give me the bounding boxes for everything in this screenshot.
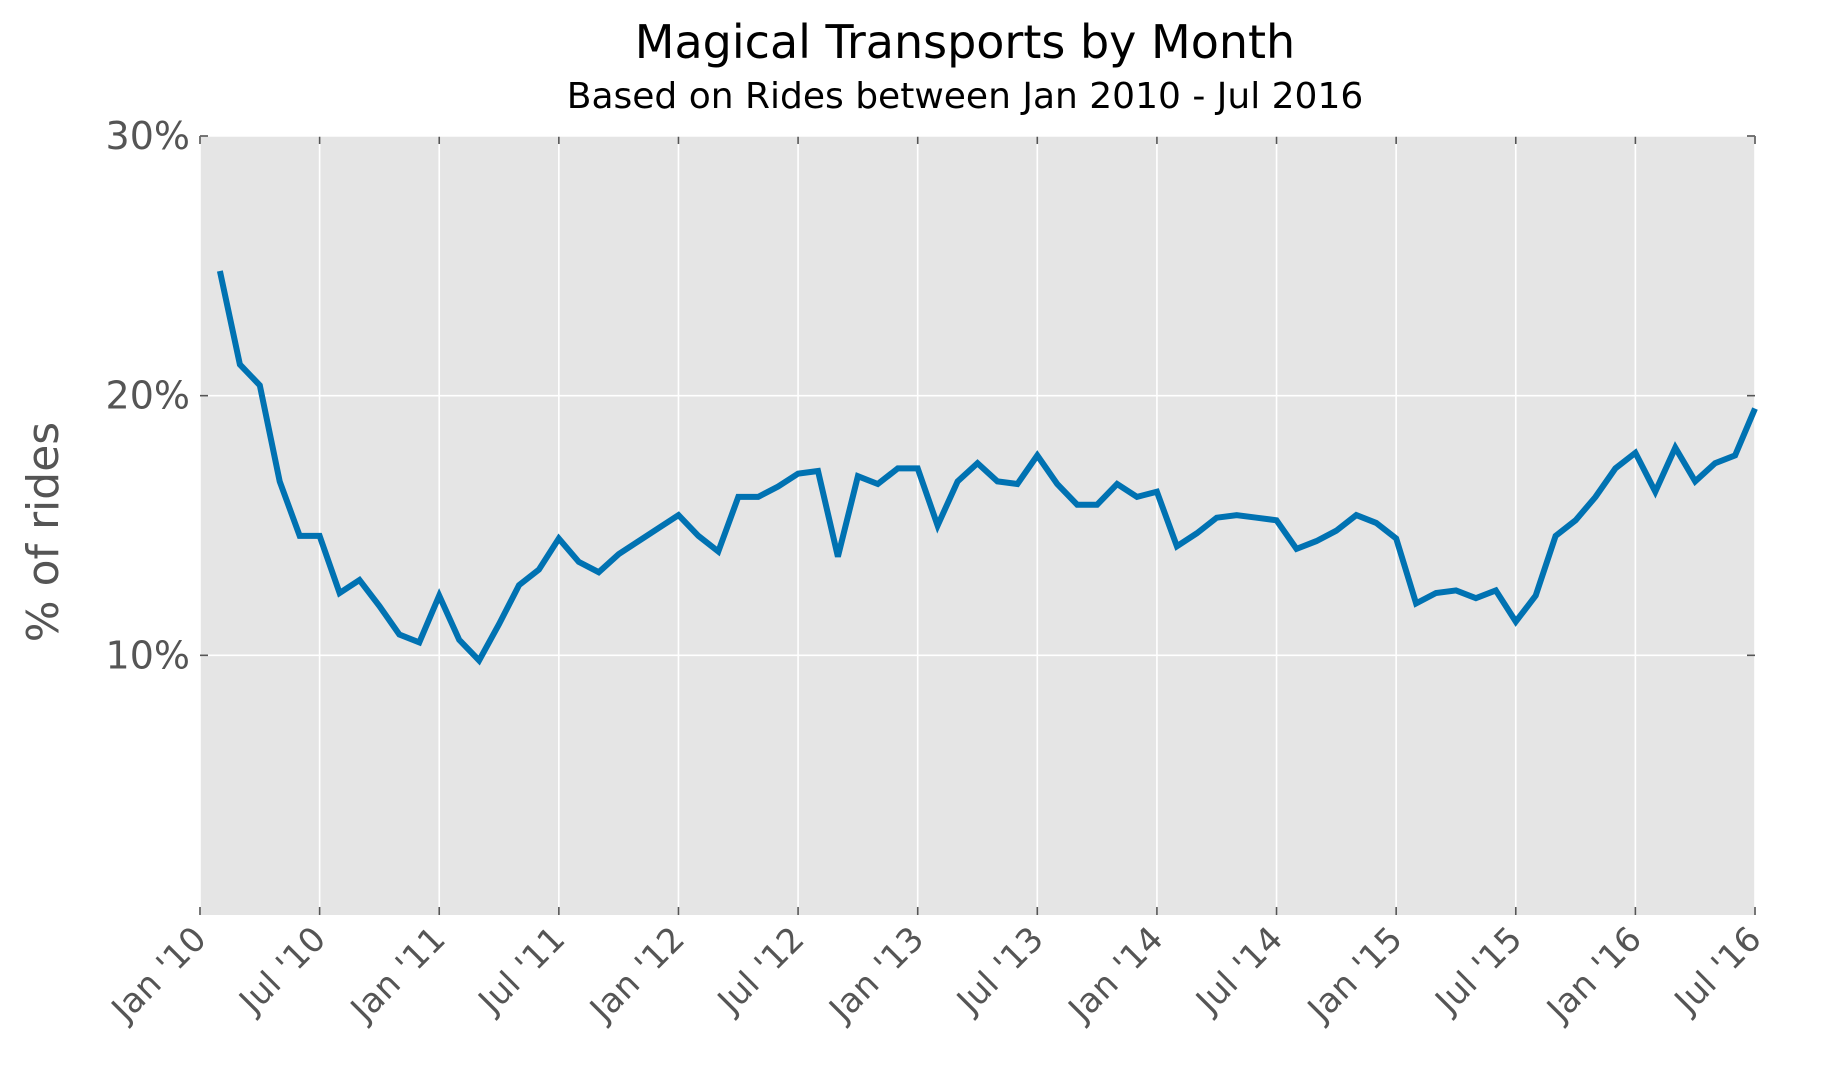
x-tick-label: Jul '11 (470, 919, 574, 1023)
plot-area: Jan '10 Jul '10 Jan '11 Jul '11 Jan '12 Jul '… (103, 114, 1770, 1031)
chart-subtitle: Based on Rides between Jan 2010 - Jul 20… (567, 76, 1364, 117)
x-tick-label: Jul '12 (709, 919, 813, 1023)
series-line (216, 270, 1758, 666)
x-tick-label: Jul '16 (1666, 919, 1770, 1023)
x-tick-label: Jan '14 (1060, 919, 1172, 1031)
y-tick-label: 10% (106, 633, 190, 677)
plot-background (200, 136, 1755, 915)
x-tick-label: Jul '14 (1187, 919, 1291, 1023)
x-tick-label: Jan '15 (1299, 919, 1411, 1031)
x-tick-label: Jan '16 (1538, 919, 1650, 1031)
y-tick-label: 20% (106, 374, 190, 418)
y-tick-label: 30% (106, 114, 190, 158)
y-axis-label: % of rides (18, 422, 69, 642)
x-tick-label: Jan '13 (820, 919, 932, 1031)
x-tick-label: Jan '11 (342, 919, 454, 1031)
x-tick-label: Jan '12 (581, 919, 693, 1031)
x-tick-label: Jul '10 (230, 919, 334, 1023)
x-tick-label: Jul '13 (948, 919, 1052, 1023)
chart-title: Magical Transports by Month (635, 15, 1295, 69)
x-tick-label: Jul '15 (1427, 919, 1531, 1023)
x-tick-label: Jan '10 (103, 919, 215, 1031)
